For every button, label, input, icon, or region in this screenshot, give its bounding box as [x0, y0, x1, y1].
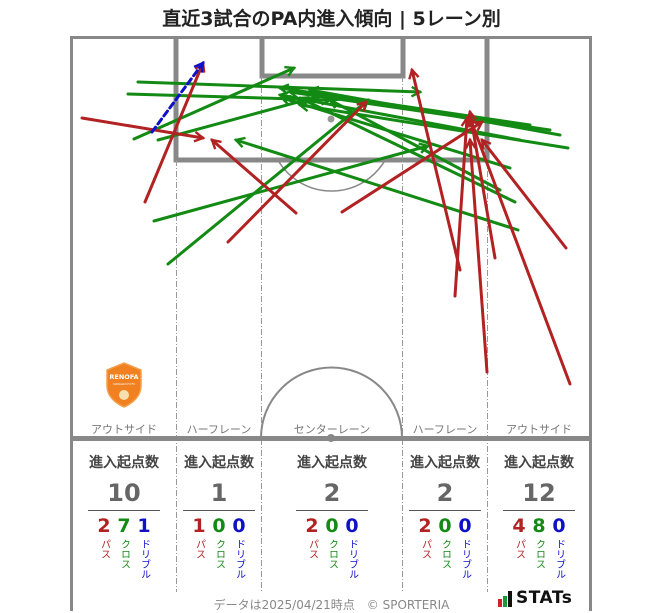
- cross-label: クロス: [533, 539, 545, 569]
- cross-arrow: [297, 96, 517, 204]
- cross-label: クロス: [326, 539, 338, 569]
- pass-arrow: [226, 100, 368, 244]
- lane-label-halfspace-left: ハーフレーン: [186, 423, 252, 436]
- pass-count: 2: [305, 515, 319, 537]
- center-spot: [327, 434, 335, 442]
- dribble-count: 0: [552, 515, 566, 537]
- lane-label-outside-right: アウトサイド: [506, 423, 572, 436]
- stat-total: 1: [210, 479, 228, 507]
- cross-arrow: [156, 92, 323, 142]
- pass-arrow: [464, 137, 489, 374]
- dribble-label: ドリブル: [138, 539, 150, 579]
- lane-stats-outside-left: 進入起点数 10 2 パス 7 クロス 1 ドリブル: [74, 452, 174, 579]
- lane-stats-halfspace-left: 進入起点数 1 1 パス 0 クロス 0 ドリブル: [176, 452, 262, 579]
- cross-arrow: [132, 65, 297, 141]
- logo-text: STATs: [516, 588, 573, 608]
- lane-stats-halfspace-right: 進入起点数 2 2 パス 0 クロス 0 ドリブル: [402, 452, 488, 579]
- pass-arrow: [480, 138, 568, 250]
- svg-text:RENOFA: RENOFA: [109, 373, 138, 381]
- dribble-label: ドリブル: [346, 539, 358, 579]
- stat-header: 進入起点数: [89, 455, 159, 471]
- cross-count: 0: [438, 515, 452, 537]
- team-badge: RENOFA YAMAGUCHI FC: [106, 362, 142, 408]
- pass-label: パス: [306, 539, 318, 559]
- cross-arrow: [166, 98, 370, 266]
- stat-header: 進入起点数: [184, 455, 254, 471]
- pass-arrow: [210, 138, 298, 215]
- bar-chart-icon: [498, 591, 512, 607]
- dribble-arrow: [150, 61, 205, 134]
- pass-arrow: [80, 116, 206, 143]
- pass-count: 2: [418, 515, 432, 537]
- dribble-count: 0: [232, 515, 246, 537]
- dribble-count: 0: [458, 515, 472, 537]
- cross-count: 7: [117, 515, 131, 537]
- cross-arrow: [233, 136, 520, 232]
- arrows-layer: [80, 60, 572, 386]
- stat-total: 12: [522, 479, 556, 507]
- lane-stats-outside-right: 進入起点数 12 4 パス 8 クロス 0 ドリブル: [489, 452, 589, 579]
- pass-count: 2: [97, 515, 111, 537]
- cross-label: クロス: [118, 539, 130, 569]
- penalty-spot: [327, 115, 335, 123]
- svg-text:YAMAGUCHI FC: YAMAGUCHI FC: [113, 382, 136, 386]
- pass-label: パス: [98, 539, 110, 559]
- cross-arrow: [277, 90, 522, 142]
- pass-arrow: [340, 120, 485, 214]
- cross-count: 8: [532, 515, 546, 537]
- footer-note: データは2025/04/21時点 © SPORTERIA: [213, 598, 450, 612]
- pass-label: パス: [193, 539, 205, 559]
- stat-header: 進入起点数: [504, 455, 574, 471]
- stat-header: 進入起点数: [410, 455, 480, 471]
- lane-label-halfspace-right: ハーフレーン: [412, 423, 478, 436]
- stat-header: 進入起点数: [297, 455, 367, 471]
- lane-stats-center: 進入起点数 2 2 パス 0 クロス 0 ドリブル: [262, 452, 402, 579]
- pass-arrow: [408, 67, 462, 272]
- cross-label: クロス: [439, 539, 451, 569]
- cross-count: 0: [325, 515, 339, 537]
- pass-arrow: [453, 115, 473, 298]
- center-circle: [260, 366, 403, 439]
- pass-label: パス: [513, 539, 525, 559]
- penalty-arc: [278, 161, 385, 192]
- pass-count: 1: [192, 515, 206, 537]
- cross-arrow: [152, 142, 431, 223]
- pitch-outline: [70, 36, 592, 611]
- dribble-label: ドリブル: [459, 539, 471, 579]
- stat-total: 10: [107, 479, 141, 507]
- lane-label-outside-left: アウトサイド: [91, 423, 157, 436]
- pass-count: 4: [512, 515, 526, 537]
- dribble-label: ドリブル: [233, 539, 245, 579]
- pass-arrow: [465, 109, 497, 260]
- lane-label-center: センターレーン: [293, 423, 371, 436]
- dribble-count: 1: [137, 515, 151, 537]
- cross-arrow: [297, 100, 570, 150]
- chart-title: 直近3試合のPA内進入傾向 | 5レーン別: [162, 8, 501, 30]
- stat-total: 2: [436, 479, 454, 507]
- goal-area: [259, 37, 406, 79]
- cross-arrow: [307, 85, 562, 137]
- stat-total: 2: [323, 479, 341, 507]
- stats-logo: STATs: [498, 590, 572, 607]
- cross-label: クロス: [213, 539, 225, 569]
- cross-count: 0: [212, 515, 226, 537]
- dribble-label: ドリブル: [553, 539, 565, 579]
- pass-label: パス: [419, 539, 431, 559]
- dribble-count: 0: [345, 515, 359, 537]
- pass-arrow: [467, 115, 572, 386]
